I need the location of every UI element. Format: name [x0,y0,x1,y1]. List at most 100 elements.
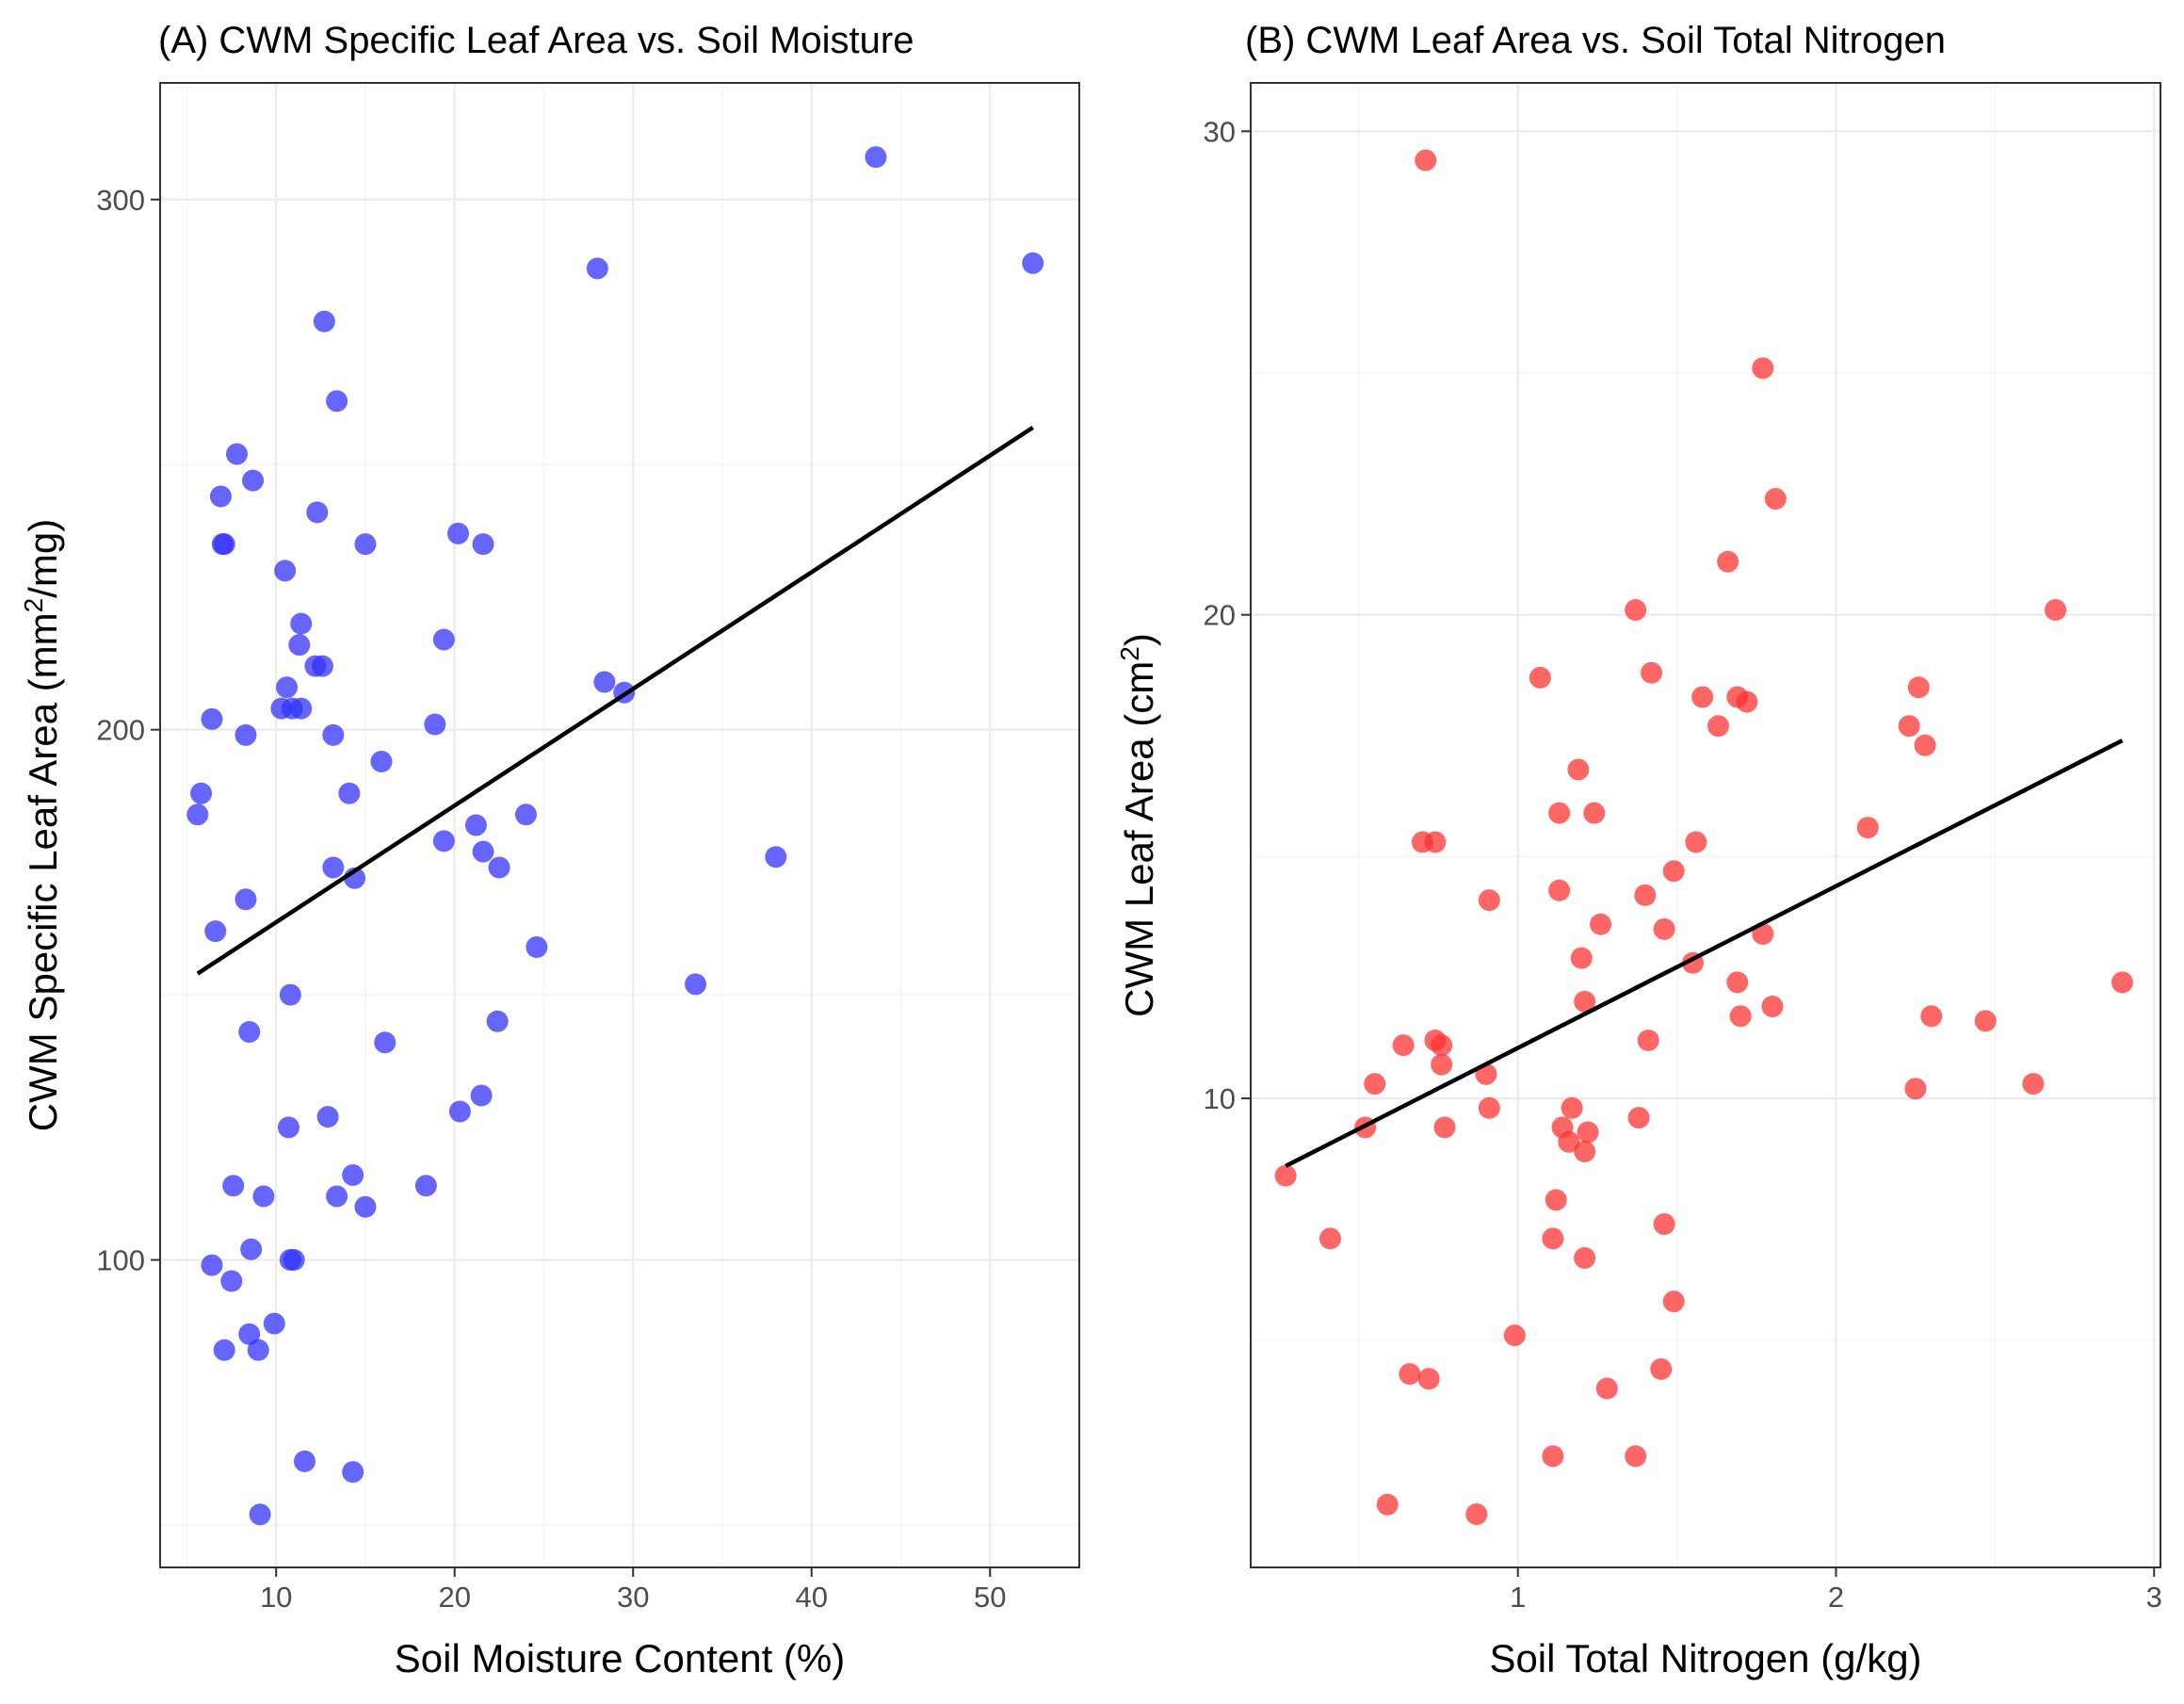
panel-b-point-63 [1503,1324,1526,1347]
panel-b-title: (B) CWM Leaf Area vs. Soil Total Nitroge… [1245,20,1946,61]
panel-a-point-53 [277,1116,299,1139]
panel-b-point-13 [1898,715,1920,738]
panel-b-point-54 [1558,1130,1580,1153]
panel-b-point-6 [1529,666,1551,689]
panel-a-point-30 [370,750,393,772]
panel-a-point-43 [204,920,227,943]
panel-a-point-14 [274,560,297,582]
panel-a-point-60 [240,1238,263,1260]
panel-b-point-4 [1625,599,1647,622]
panel-b-point-60 [1542,1227,1564,1250]
panel-b-x-tick-label-1: 2 [1828,1581,1844,1614]
panel-a-x-axis-title: Soil Moisture Content (%) [395,1636,846,1680]
panel-a-point-5 [225,443,248,465]
panel-a-point-26 [201,707,223,730]
panel-a-point-59 [354,1195,377,1218]
panel-a-ylabel-main: CWM Specific Leaf Area (mm [21,612,65,1131]
panel-b-point-58 [1653,1213,1675,1236]
panel-b-point-11 [1907,676,1930,699]
panel-b-ylabel-sup: 2 [1115,646,1144,661]
panel-a-frame [159,82,1080,1568]
panel-a-point-7 [209,485,232,508]
panel-a-point-66 [238,1323,261,1345]
panel-a-points [186,146,1044,1526]
panel-b-point-17 [1583,802,1606,824]
panel-b-grid [1251,83,2160,1567]
panel-b-point-61 [1574,1246,1596,1269]
panel-b-point-26 [1590,913,1612,935]
panel-a-point-12 [354,533,377,556]
panel-a-grid [160,83,1079,1567]
panel-a-point-8 [306,501,329,524]
panel-a-ticks: 10 20 30 40 50 100 200 300 [96,184,1006,1614]
panel-a-point-51 [448,1100,471,1123]
panel-a-point-34 [515,803,538,826]
panel-b-point-66 [1650,1358,1673,1381]
panel-a-x-tick-label-4: 50 [974,1581,1006,1614]
panel-a-point-65 [263,1312,285,1335]
panel-b-point-20 [1424,831,1447,853]
panel-a-point-47 [486,1010,509,1032]
panel-a-point-1 [1022,252,1044,274]
panel-b-point-34 [1761,996,1784,1018]
panel-b-point-18 [1856,817,1879,839]
panel-b-ylabel-main: CWM Leaf Area (cm [1117,661,1161,1017]
panel-a-x-tick-label-2: 30 [617,1581,649,1614]
panel-a-y-tick-label-0: 100 [96,1244,145,1277]
panel-a-point-45 [685,973,707,996]
panel-b-point-64 [1399,1363,1421,1386]
panel-a-point-9 [446,522,469,544]
panel-b-point-59 [1318,1227,1341,1250]
panel-a-point-33 [186,803,209,826]
panel-a-point-42 [235,888,257,911]
panel-a-point-39 [322,856,345,879]
panel-b-fit-line [1285,738,2124,1168]
panel-a-point-15 [290,612,313,635]
panel-a-point-31 [338,782,361,804]
panel-b-point-25 [1478,889,1500,912]
panel-b-point-7 [1641,661,1663,684]
panel-a-point-32 [190,782,213,804]
panel-b-point-40 [1392,1034,1415,1057]
panel-a-point-56 [414,1175,437,1197]
panel-b-frame [1250,82,2161,1568]
panel-a-point-67 [213,1339,235,1361]
panel-b-point-15 [1567,758,1590,781]
panel-b-point-67 [1595,1377,1618,1400]
panel-b-point-44 [1364,1073,1386,1095]
panel-a-point-16 [288,634,311,657]
panel-b-point-62 [1662,1290,1685,1313]
panel-a-point-35 [464,814,487,836]
panel-b-point-12 [1707,715,1730,738]
panel-b-point-3 [1717,550,1739,573]
panel-b-border [1250,82,2161,1568]
panel-a-point-49 [374,1031,396,1054]
panel-b-point-5 [2045,599,2067,622]
panel-b-point-33 [1574,990,1596,1013]
panel-a-point-27 [235,723,257,746]
panel-b-point-24 [1634,884,1657,906]
panel-b-point-42 [1431,1053,1453,1076]
panel-b-point-14 [1914,734,1936,756]
panel-a-point-25 [290,697,313,720]
panel-b-point-0 [1415,149,1437,171]
panel-a-point-4 [326,390,348,413]
panel-a: (A) CWM Specific Leaf Area vs. Soil Mois… [19,20,1080,1680]
panel-b: (B) CWM Leaf Area vs. Soil Total Nitroge… [1115,20,2162,1680]
panel-b-point-69 [1625,1445,1647,1468]
panel-b-point-53 [1577,1121,1599,1144]
panel-a-point-29 [424,713,446,736]
panel-b-point-23 [1548,879,1571,901]
panel-a-point-55 [222,1175,245,1197]
panel-a-point-63 [201,1254,223,1276]
panel-a-point-37 [472,840,494,863]
panel-a-point-44 [526,935,548,958]
panel-b-plot-area: 1 2 3 10 20 30 [1204,82,2162,1614]
panel-a-point-6 [242,469,265,492]
panel-a-y-tick-label-2: 300 [96,184,145,217]
panel-a-border [159,82,1080,1568]
panel-b-x-axis-title: Soil Total Nitrogen (g/kg) [1489,1636,1921,1680]
panel-a-point-50 [470,1084,493,1107]
panel-a-point-68 [247,1339,269,1361]
panel-a-point-38 [488,856,510,879]
